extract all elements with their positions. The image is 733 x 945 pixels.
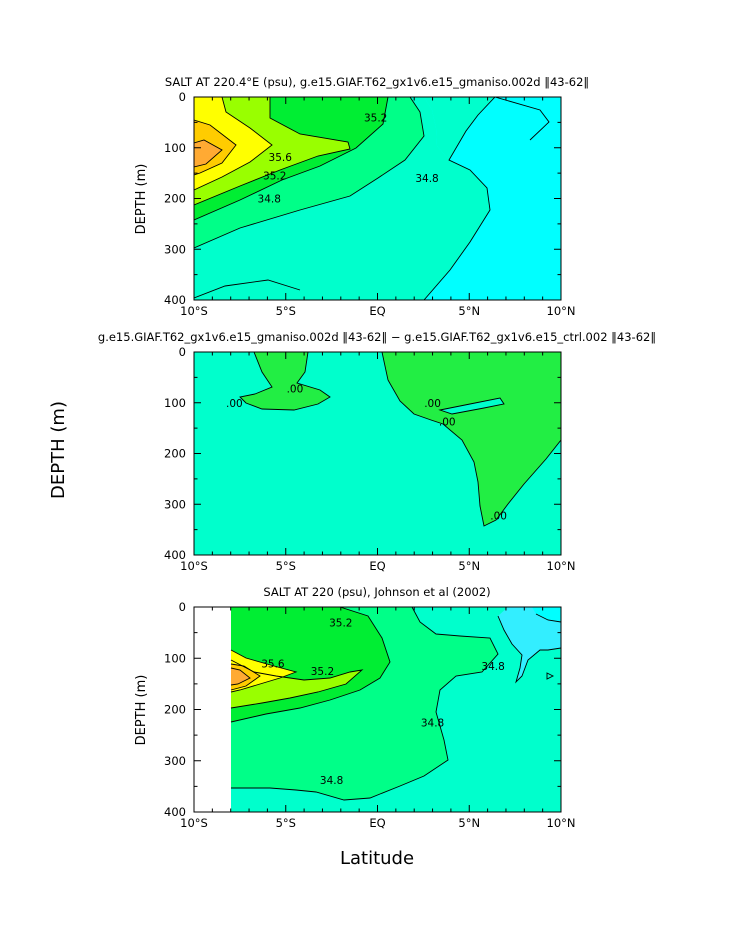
contour-label: 34.8: [258, 194, 281, 206]
y-tick-label: 400: [164, 805, 186, 819]
panel1-ylabel: DEPTH (m): [134, 164, 149, 235]
panel1-region-3480-east: [424, 97, 495, 160]
y-tick-label: 0: [179, 600, 186, 614]
y-tick-label: 300: [164, 754, 186, 768]
y-tick-label: 0: [179, 90, 186, 104]
panel2-filled-contours: [194, 352, 561, 555]
panel-observed-salinity: SALT AT 220 (psu), Johnson et al (2002): [134, 585, 576, 869]
contour-label: .00: [226, 398, 243, 410]
panel2-region-neutral-pocket: [440, 398, 504, 414]
contour-label: 35.2: [329, 617, 352, 629]
x-tick-label: 10°N: [547, 559, 576, 573]
y-tick-label: 200: [164, 447, 186, 461]
panel1-contour-lines: [194, 97, 550, 300]
x-tick-label: 5°S: [276, 559, 296, 573]
x-tick-label: 10°S: [180, 816, 208, 830]
y-tick-label: 200: [164, 703, 186, 717]
panel3-contour-lines: [230, 607, 561, 801]
y-tick-label: 300: [164, 242, 186, 256]
panel3-title: SALT AT 220 (psu), Johnson et al (2002): [263, 585, 490, 599]
panel2-contour-lines: [239, 352, 561, 527]
panel3-region-max: [231, 668, 250, 685]
x-tick-label: 5°N: [458, 304, 480, 318]
x-tick-label: EQ: [369, 816, 385, 830]
panel2-contour-labels: .00 .00 .00 .00 .00: [226, 384, 507, 523]
contour-label: .00: [424, 398, 441, 410]
x-tick-label: 10°S: [180, 304, 208, 318]
contour-label: 34.8: [421, 717, 444, 729]
x-tick-label: 10°N: [547, 816, 576, 830]
contour-label: 35.6: [261, 658, 285, 670]
contour-label: 35.2: [311, 666, 334, 678]
panel2-ticks: 10°S 5°S EQ 5°N 10°N 0 100 200 300 400: [164, 345, 575, 573]
y-tick-label: 400: [164, 548, 186, 562]
x-tick-label: 5°N: [458, 559, 480, 573]
panel3-filled-contours: [230, 607, 561, 812]
contour-label: .00: [287, 384, 304, 396]
contour-label: 35.6: [269, 152, 293, 164]
panel2-title: g.e15.GIAF.T62_gx1v6.e15_gmaniso.002d ‖4…: [98, 330, 656, 344]
contour-label: 35.2: [364, 112, 387, 124]
y-tick-label: 300: [164, 497, 186, 511]
panel3-ylabel: DEPTH (m): [134, 675, 149, 746]
panel-model-salinity: SALT AT 220.4°E (psu), g.e15.GIAF.T62_gx…: [134, 75, 589, 318]
y-tick-label: 0: [179, 345, 186, 359]
panel3-contour-labels: 35.2 35.6 35.2 34.8 34.8 34.8: [261, 617, 505, 787]
x-tick-label: 10°N: [547, 304, 576, 318]
x-tick-label: 5°S: [276, 816, 296, 830]
contour-label: .00: [439, 417, 456, 429]
panel3-region-lowest: [532, 607, 561, 622]
panel1-region-max: [194, 140, 222, 167]
y-tick-label: 100: [164, 141, 186, 155]
contour-label: 34.8: [415, 173, 438, 185]
panel2-ylabel: DEPTH (m): [48, 401, 69, 499]
y-tick-label: 100: [164, 396, 186, 410]
x-tick-label: EQ: [369, 304, 385, 318]
panel1-contour-labels: 35.2 35.6 35.2 34.8 34.8: [258, 112, 439, 205]
y-tick-label: 200: [164, 192, 186, 206]
x-tick-label: EQ: [369, 559, 385, 573]
panel2-region-pos-west: [240, 352, 330, 410]
panel3-ticks: 10°S 5°S EQ 5°N 10°N 0 100 200 300 400: [164, 600, 575, 830]
panel1-title: SALT AT 220.4°E (psu), g.e15.GIAF.T62_gx…: [165, 75, 589, 89]
panel-difference: g.e15.GIAF.T62_gx1v6.e15_gmaniso.002d ‖4…: [48, 330, 656, 573]
contour-label: 34.8: [481, 661, 504, 673]
contour-label: 35.2: [263, 171, 286, 183]
panel1-filled-contours: [194, 97, 561, 300]
x-tick-label: 10°S: [180, 559, 208, 573]
panel1-ticks: 10°S 5°S EQ 5°N 10°N 0 100 200 300 400: [164, 90, 575, 318]
panel3-region-3540: [231, 660, 362, 708]
x-tick-label: 5°S: [276, 304, 296, 318]
panel3-xlabel: Latitude: [340, 848, 414, 869]
panel3-region-low: [498, 607, 561, 682]
contour-label: 34.8: [320, 775, 343, 787]
panel2-region-pos-east: [382, 352, 561, 526]
y-tick-label: 400: [164, 293, 186, 307]
x-tick-label: 5°N: [458, 816, 480, 830]
y-tick-label: 100: [164, 651, 186, 665]
contour-label: .00: [490, 510, 507, 522]
